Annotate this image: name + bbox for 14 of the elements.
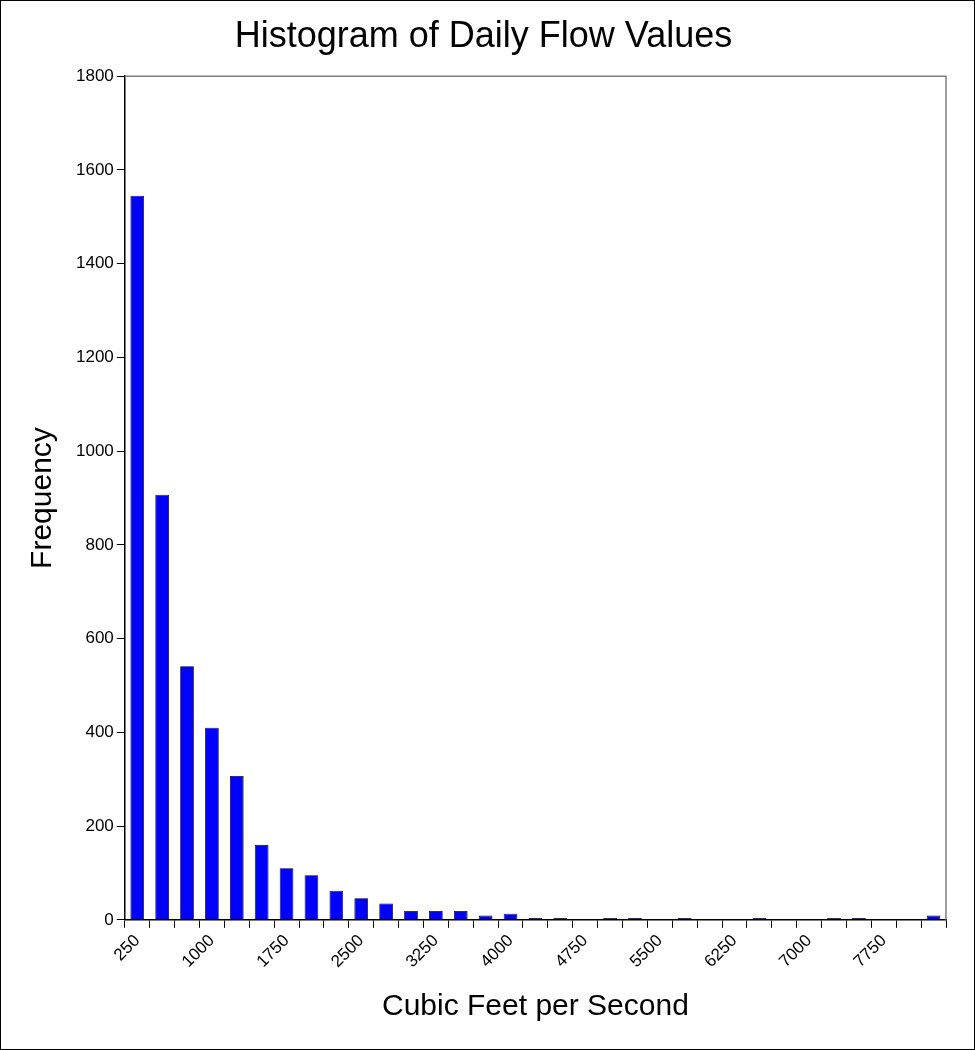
y-tick-label: 1600 [75, 159, 114, 179]
y-tick-label: 0 [104, 909, 114, 929]
y-tick-label: 1000 [75, 440, 114, 460]
y-tick-label: 600 [85, 628, 114, 648]
chart-title: Histogram of Daily Flow Values [234, 13, 733, 55]
y-tick-label: 1400 [75, 253, 114, 273]
x-tick-label: 250 [109, 930, 144, 965]
y-tick-label: 400 [85, 722, 114, 742]
y-tick-label: 200 [85, 815, 114, 835]
y-tick-label: 1800 [75, 65, 114, 85]
x-axis-title: Cubic Feet per Second [381, 988, 689, 1022]
y-axis-title: Frequency [24, 427, 58, 569]
y-tick-label: 800 [85, 534, 114, 554]
y-tick-label: 1200 [75, 347, 114, 367]
